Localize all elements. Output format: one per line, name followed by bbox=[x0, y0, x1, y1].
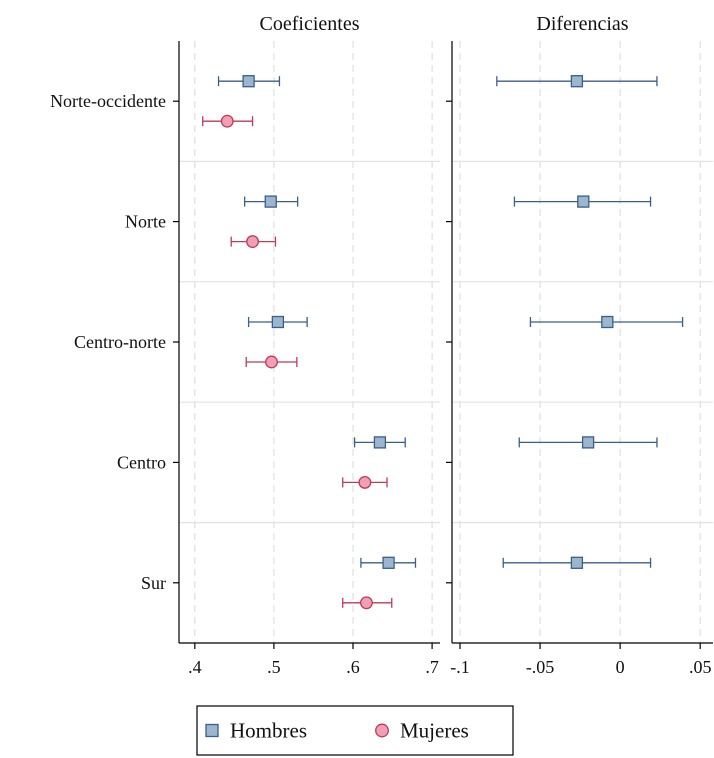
data-point bbox=[502, 556, 652, 569]
point-marker-square bbox=[601, 315, 614, 329]
data-point bbox=[245, 355, 298, 369]
x-tick-label: .5 bbox=[267, 657, 281, 677]
point-marker-square bbox=[570, 75, 584, 88]
x-tick-label: -.1 bbox=[450, 657, 470, 677]
x-tick-label: .7 bbox=[425, 657, 439, 677]
data-point bbox=[513, 195, 652, 208]
data-point bbox=[342, 596, 393, 610]
legend-label: Hombres bbox=[230, 719, 307, 743]
category-label: Sur bbox=[141, 573, 166, 593]
data-point bbox=[230, 235, 277, 249]
category-label: Centro bbox=[117, 452, 166, 472]
legend-marker-square bbox=[205, 723, 219, 738]
series-hombres bbox=[217, 75, 417, 569]
series-mujeres bbox=[202, 114, 393, 610]
data-point bbox=[247, 315, 308, 329]
data-point bbox=[518, 436, 658, 449]
panel-2: Diferencias -.1 -.05 0 .05 bbox=[446, 13, 713, 677]
x-tick-label: 0 bbox=[616, 657, 625, 677]
data-point bbox=[360, 556, 417, 569]
data-point bbox=[202, 114, 254, 128]
point-marker-circle bbox=[246, 235, 260, 249]
legend-label: Mujeres bbox=[400, 719, 469, 743]
point-marker-circle bbox=[359, 596, 373, 610]
point-marker-circle bbox=[265, 355, 278, 369]
legend-box bbox=[196, 705, 514, 756]
point-marker-square bbox=[581, 436, 595, 449]
point-marker-square bbox=[271, 315, 285, 329]
point-marker-circle bbox=[358, 475, 372, 489]
data-point bbox=[353, 436, 406, 449]
panels: Coeficientes .4 .5 .6 .7 Norte-occidente Norte… bbox=[50, 13, 713, 677]
data-point bbox=[342, 475, 388, 489]
data-point bbox=[217, 75, 281, 88]
category-label: Norte bbox=[125, 212, 166, 232]
legend-entry-mujeres: Mujeres bbox=[375, 719, 469, 743]
x-tick-label: .05 bbox=[689, 657, 712, 677]
point-marker-square bbox=[264, 195, 277, 208]
panel-title: Coeficientes bbox=[260, 13, 360, 35]
data-point bbox=[243, 195, 299, 208]
category-label: Centro-norte bbox=[74, 332, 166, 352]
panel-1: Coeficientes .4 .5 .6 .7 Norte-occidente Norte… bbox=[50, 13, 440, 677]
point-marker-square bbox=[577, 195, 590, 208]
x-tick-label: .6 bbox=[346, 657, 360, 677]
legend-entry-hombres: Hombres bbox=[205, 719, 307, 743]
x-tick-label: .4 bbox=[188, 657, 202, 677]
point-marker-square bbox=[570, 556, 584, 569]
point-marker-square bbox=[242, 75, 255, 88]
x-tick-label: -.05 bbox=[526, 657, 555, 677]
point-marker-circle bbox=[220, 114, 234, 128]
category-label: Norte-occidente bbox=[50, 91, 166, 111]
point-marker-square bbox=[373, 436, 387, 449]
series-hombres bbox=[496, 75, 684, 569]
panel-title: Diferencias bbox=[536, 13, 628, 35]
data-point bbox=[529, 315, 684, 329]
data-point bbox=[496, 75, 658, 88]
point-marker-square bbox=[382, 556, 395, 569]
legend: Hombres Mujeres bbox=[196, 705, 514, 756]
legend-marker-circle bbox=[375, 723, 389, 738]
